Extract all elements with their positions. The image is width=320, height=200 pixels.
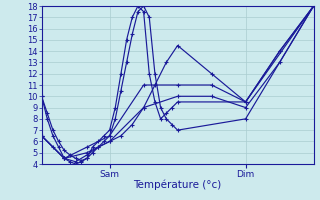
X-axis label: Température (°c): Température (°c): [133, 180, 222, 190]
